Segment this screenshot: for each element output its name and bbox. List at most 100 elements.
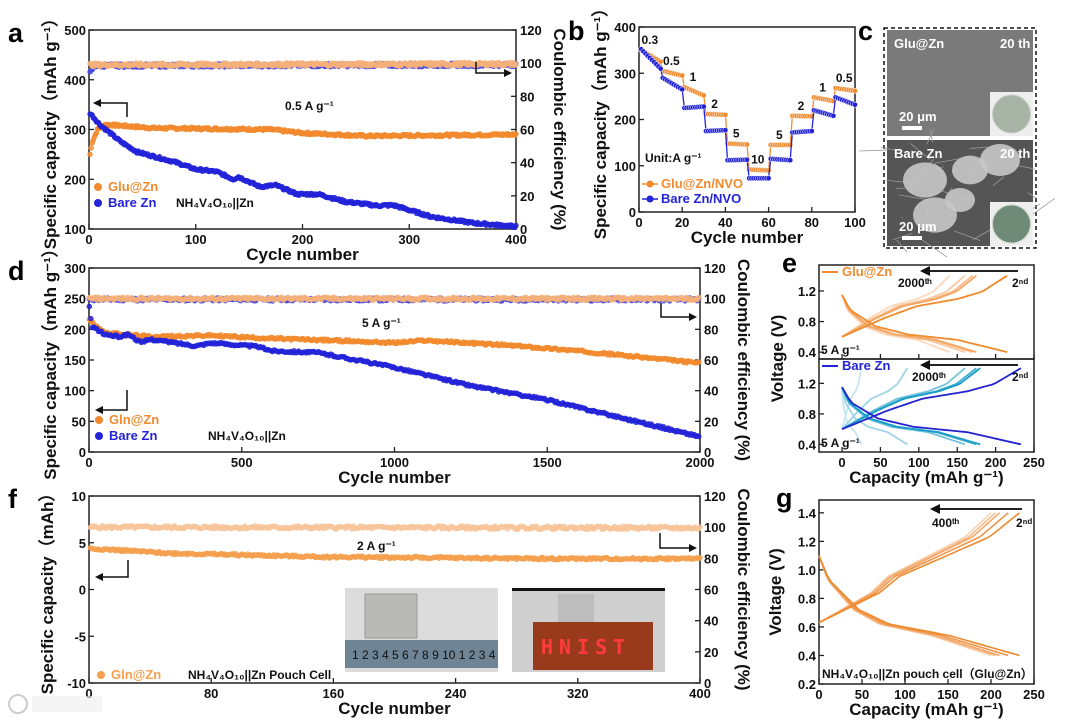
y2-tick-label: 100 bbox=[704, 520, 726, 535]
y2-tick-label: 40 bbox=[704, 614, 718, 629]
first-cycle-label: 2ⁿᵈ bbox=[1012, 370, 1028, 384]
electrode-disc bbox=[992, 94, 1031, 134]
sem-sample-label: Bare Zn bbox=[894, 146, 942, 161]
x-tick-label: 60 bbox=[761, 215, 775, 230]
data-point bbox=[696, 294, 702, 301]
y2-axis-title: Coulombic efficiency (%) bbox=[550, 28, 569, 230]
rate-label: 2 bbox=[798, 99, 805, 113]
y-tick-label: 100 bbox=[64, 222, 86, 237]
rate-label: 0.3 bbox=[641, 33, 658, 47]
x-tick-label: 80 bbox=[204, 686, 218, 701]
x-tick-label: 0 bbox=[85, 232, 92, 247]
watermark bbox=[32, 696, 102, 712]
y-tick-label: 300 bbox=[614, 66, 636, 81]
rate-label: 10 bbox=[751, 152, 765, 166]
x-tick-label: 400 bbox=[505, 232, 527, 247]
y-tick-label: 300 bbox=[64, 261, 86, 276]
y2-tick-label: 120 bbox=[520, 23, 542, 38]
y-tick-label: 0.8 bbox=[798, 315, 816, 330]
legend-marker bbox=[646, 195, 654, 203]
panel-label-c: c bbox=[858, 16, 873, 46]
arrowhead bbox=[930, 504, 940, 514]
y2-tick-label: 60 bbox=[704, 353, 718, 368]
arrowhead bbox=[689, 544, 697, 552]
y-tick-label: 1.2 bbox=[798, 534, 816, 549]
arrowhead bbox=[95, 573, 103, 581]
y-tick-label: 0.4 bbox=[798, 437, 817, 452]
right-axis-arrow bbox=[659, 533, 691, 549]
arrowhead bbox=[920, 266, 930, 276]
y-tick-label: 100 bbox=[64, 384, 86, 399]
y-tick-label: 5 bbox=[79, 536, 86, 551]
x-tick-label: 80 bbox=[805, 215, 819, 230]
y-tick-label: 0.6 bbox=[798, 620, 816, 635]
x-tick-label: 0 bbox=[815, 687, 822, 702]
data-point bbox=[87, 151, 93, 158]
data-point bbox=[93, 130, 100, 136]
data-point bbox=[86, 303, 93, 310]
current-density-label: 2 A g⁻¹ bbox=[357, 539, 396, 553]
y2-tick-label: 60 bbox=[520, 123, 534, 138]
cell-label: NH₄V₄O₁₀||Zn bbox=[176, 196, 254, 210]
y-tick-label: 400 bbox=[614, 20, 636, 35]
legend-gln-zn: Gln@Zn bbox=[111, 667, 161, 682]
arrowhead bbox=[504, 69, 512, 77]
first-cycle-label: 2ⁿᵈ bbox=[1012, 276, 1028, 290]
rate-label: 0.5 bbox=[663, 54, 680, 68]
x-tick-label: 0 bbox=[838, 455, 845, 470]
legend-marker bbox=[95, 416, 103, 424]
data-point bbox=[744, 156, 750, 163]
left-axis-arrow bbox=[101, 560, 129, 578]
y-tick-label: 0 bbox=[79, 445, 86, 460]
data-point bbox=[722, 127, 729, 133]
series-glu-zn-capacity bbox=[87, 121, 519, 158]
x-axis-title: Cycle number bbox=[338, 468, 451, 487]
y-tick-label: 0.2 bbox=[798, 677, 816, 692]
y-axis-title: Voltage (V) bbox=[766, 548, 785, 636]
x-tick-label: 200 bbox=[292, 232, 314, 247]
data-point bbox=[787, 157, 794, 164]
y-tick-label: 0.4 bbox=[798, 648, 817, 663]
right-axis-arrow bbox=[475, 62, 506, 74]
last-cycle-label: 2000ᵗʰ bbox=[912, 370, 946, 384]
legend-marker bbox=[97, 671, 105, 679]
y2-tick-label: 120 bbox=[704, 261, 726, 276]
y-tick-label: 300 bbox=[64, 123, 86, 138]
last-cycle-label: 400ᵗʰ bbox=[932, 516, 960, 530]
sem-cycle-label: 20 th bbox=[1000, 146, 1030, 161]
legend-marker bbox=[94, 183, 102, 191]
data-point bbox=[679, 86, 686, 93]
y2-tick-label: 80 bbox=[520, 89, 534, 104]
left-axis-arrow bbox=[99, 102, 128, 117]
y2-tick-label: 100 bbox=[520, 56, 542, 71]
scale-bar-label: 20 μm bbox=[899, 219, 937, 234]
x-tick-label: 1500 bbox=[533, 455, 562, 470]
pouch-cell bbox=[364, 593, 418, 639]
panel-label-f: f bbox=[8, 484, 18, 514]
panel-label-b: b bbox=[568, 16, 585, 46]
data-point bbox=[765, 167, 772, 174]
right-axis-arrow bbox=[660, 303, 691, 318]
y-tick-label: 0.8 bbox=[798, 407, 816, 422]
scale-bar bbox=[902, 236, 922, 240]
y2-axis-title: Coulombic efficiency (%) bbox=[734, 259, 753, 461]
y-tick-label: 0.4 bbox=[798, 345, 817, 360]
watermark-logo bbox=[8, 694, 28, 714]
data-point bbox=[513, 62, 519, 68]
cell-label: NH₄V₄O₁₀||Zn pouch cell（Glu@Zn） bbox=[822, 666, 1033, 681]
data-point bbox=[765, 175, 772, 182]
sem-cycle-label: 20 th bbox=[1000, 36, 1030, 51]
first-cycle-label: 2ⁿᵈ bbox=[1016, 516, 1032, 530]
data-point bbox=[722, 112, 729, 118]
rate-label: 5 bbox=[776, 128, 783, 142]
y-tick-label: 1.2 bbox=[798, 284, 816, 299]
legend-bare-zn: Bare Zn bbox=[109, 428, 157, 443]
curves-glu-zn-pouch bbox=[818, 512, 1020, 657]
data-point bbox=[830, 112, 837, 119]
y-tick-label: -10 bbox=[67, 676, 86, 691]
charge-curve bbox=[818, 512, 996, 624]
y2-tick-label: 0 bbox=[704, 445, 711, 460]
y-tick-label: 0 bbox=[629, 205, 636, 220]
x-tick-label: 250 bbox=[1023, 687, 1045, 702]
